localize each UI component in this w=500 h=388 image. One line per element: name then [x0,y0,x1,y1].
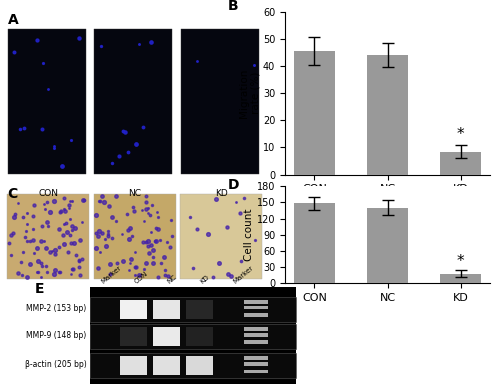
FancyBboxPatch shape [244,369,268,373]
FancyBboxPatch shape [244,362,268,365]
Text: KD: KD [216,17,228,26]
FancyBboxPatch shape [153,356,180,376]
FancyBboxPatch shape [8,29,86,174]
Text: NC: NC [166,274,178,285]
Text: MMP-9 (148 bp): MMP-9 (148 bp) [26,331,87,340]
FancyBboxPatch shape [90,287,296,384]
FancyBboxPatch shape [120,356,147,376]
Bar [440,151,480,175]
Text: CON: CON [38,189,58,198]
FancyBboxPatch shape [244,341,268,345]
Text: MMP-2 (153 bp): MMP-2 (153 bp) [26,304,87,313]
FancyBboxPatch shape [244,333,268,336]
FancyBboxPatch shape [186,327,213,346]
FancyBboxPatch shape [120,327,147,346]
Y-axis label: Cell count: Cell count [244,208,254,261]
Bar [440,274,480,283]
FancyBboxPatch shape [7,194,89,279]
Text: D: D [228,178,239,192]
Bar [368,55,408,175]
Text: C: C [8,187,18,201]
Y-axis label: Migration
rate (%): Migration rate (%) [238,68,260,118]
FancyBboxPatch shape [244,314,268,317]
Text: A: A [8,13,18,27]
FancyBboxPatch shape [186,300,213,319]
FancyBboxPatch shape [244,356,268,360]
Text: β-actin (205 bp): β-actin (205 bp) [25,360,87,369]
FancyBboxPatch shape [244,306,268,310]
FancyBboxPatch shape [181,29,259,174]
Text: *: * [457,254,464,269]
Text: CON: CON [38,17,58,26]
FancyBboxPatch shape [94,29,172,174]
Text: Marker: Marker [100,265,123,285]
FancyBboxPatch shape [153,327,180,346]
FancyBboxPatch shape [94,194,176,279]
Text: Marker: Marker [232,265,255,285]
FancyBboxPatch shape [186,356,213,376]
FancyBboxPatch shape [90,324,296,349]
FancyBboxPatch shape [244,300,268,303]
Text: NC: NC [128,17,141,26]
Text: KD: KD [216,189,228,198]
Bar [294,51,335,175]
Bar [368,208,408,283]
Text: KD: KD [200,274,211,285]
FancyBboxPatch shape [120,300,147,319]
FancyBboxPatch shape [90,353,296,378]
Text: *: * [457,127,464,142]
Text: E: E [34,282,44,296]
FancyBboxPatch shape [180,194,262,279]
Text: CON: CON [134,271,149,285]
Bar [294,203,335,283]
FancyBboxPatch shape [153,300,180,319]
FancyBboxPatch shape [90,297,296,322]
FancyBboxPatch shape [244,327,268,331]
Text: B: B [228,0,238,12]
Text: NC: NC [128,189,141,198]
